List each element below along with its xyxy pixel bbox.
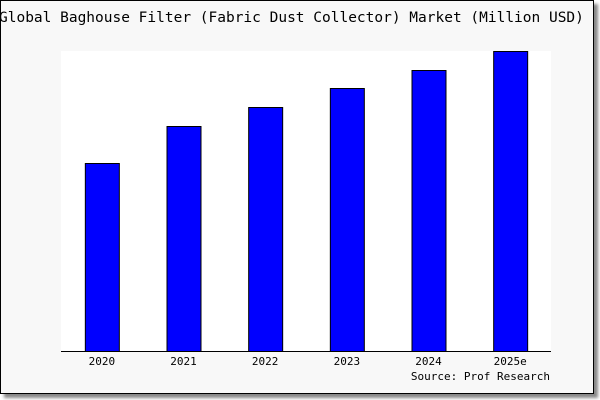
bar-chart: Global Baghouse Filter (Fabric Dust Coll… xyxy=(1,10,584,383)
bar-2023 xyxy=(329,88,365,352)
x-tick-label: 2021 xyxy=(170,355,197,368)
x-tick-label: 2022 xyxy=(252,355,279,368)
plot-area xyxy=(61,51,551,351)
chart-frame: Global Baghouse Filter (Fabric Dust Coll… xyxy=(0,0,594,394)
bar-2022 xyxy=(248,107,284,352)
bar-2021 xyxy=(166,126,202,352)
bar-2024 xyxy=(411,70,447,352)
x-tick-label: 2023 xyxy=(334,355,361,368)
bar-2025e xyxy=(493,51,529,352)
chart-title: Global Baghouse Filter (Fabric Dust Coll… xyxy=(1,10,584,26)
x-tick-label: 2024 xyxy=(415,355,442,368)
bar-2020 xyxy=(84,163,120,352)
x-tick-label: 2020 xyxy=(89,355,116,368)
source-note: Source: Prof Research xyxy=(411,370,550,383)
x-tick-label: 2025e xyxy=(494,355,527,368)
